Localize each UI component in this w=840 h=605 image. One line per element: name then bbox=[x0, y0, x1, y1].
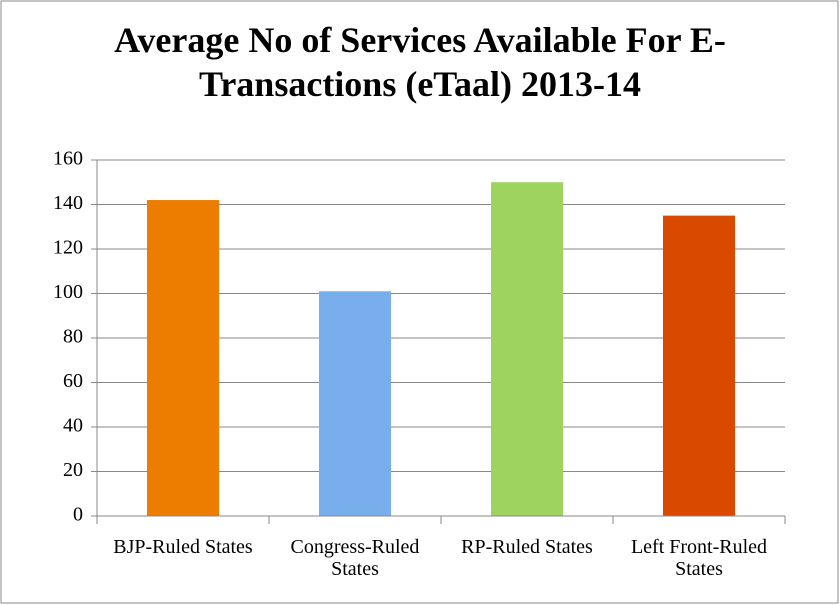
y-tick-label: 120 bbox=[53, 237, 83, 259]
y-tick-label: 20 bbox=[63, 459, 83, 481]
bar bbox=[147, 200, 219, 517]
y-tick-label: 100 bbox=[53, 281, 83, 303]
bar bbox=[319, 291, 391, 516]
y-tick-label: 160 bbox=[53, 148, 83, 170]
y-tick-label: 0 bbox=[73, 504, 83, 526]
chart-title: Average No of Services Available For E-T… bbox=[114, 20, 726, 104]
y-tick-label: 80 bbox=[63, 326, 83, 348]
x-tick-label: BJP-Ruled States bbox=[113, 536, 253, 558]
x-tick-label: Left Front-Ruled States bbox=[630, 536, 768, 580]
y-tick-label: 40 bbox=[63, 415, 83, 437]
x-tick-label: RP-Ruled States bbox=[461, 536, 593, 558]
y-tick-label: 60 bbox=[63, 370, 83, 392]
bar bbox=[663, 215, 735, 516]
x-tick-label: Congress-Ruled States bbox=[290, 536, 420, 580]
y-tick-label: 140 bbox=[53, 192, 83, 214]
bar bbox=[491, 182, 563, 516]
